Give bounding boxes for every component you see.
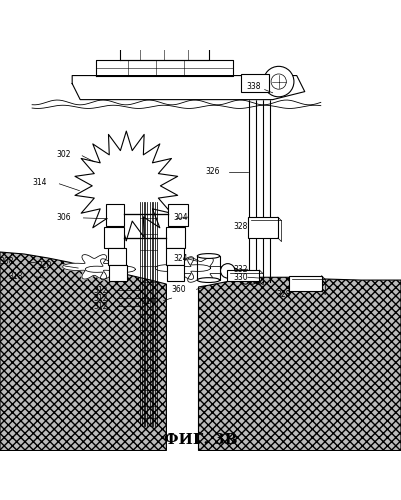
- Circle shape: [221, 264, 235, 278]
- Bar: [241, 74, 269, 92]
- Bar: [227, 270, 259, 281]
- Text: 318: 318: [9, 272, 23, 280]
- Bar: [108, 248, 126, 265]
- Text: 308: 308: [0, 256, 14, 266]
- Polygon shape: [198, 278, 401, 450]
- Polygon shape: [0, 252, 166, 450]
- Bar: [166, 248, 184, 265]
- Bar: [289, 276, 322, 291]
- Ellipse shape: [197, 278, 220, 282]
- Polygon shape: [75, 131, 178, 240]
- Polygon shape: [120, 48, 209, 60]
- Text: 304: 304: [173, 212, 188, 222]
- Text: 330: 330: [233, 273, 248, 282]
- Text: 306: 306: [57, 212, 71, 222]
- Polygon shape: [63, 254, 126, 279]
- Circle shape: [263, 66, 294, 97]
- Text: 328: 328: [233, 222, 248, 231]
- Bar: [197, 256, 220, 280]
- Text: 338: 338: [246, 82, 261, 91]
- Polygon shape: [85, 258, 136, 280]
- Text: 324: 324: [173, 254, 188, 264]
- Text: 360: 360: [172, 285, 186, 294]
- Bar: [104, 226, 124, 248]
- Bar: [166, 226, 185, 248]
- Text: 312: 312: [94, 302, 108, 310]
- Text: 312: 312: [94, 294, 108, 302]
- Text: 328: 328: [276, 290, 291, 300]
- Text: 326: 326: [205, 168, 220, 176]
- Polygon shape: [96, 60, 233, 76]
- Text: 314: 314: [33, 178, 47, 187]
- Text: 312: 312: [94, 286, 108, 294]
- Text: 302: 302: [57, 150, 71, 159]
- Text: ФИГ. 3В: ФИГ. 3В: [164, 434, 237, 448]
- Text: 310: 310: [141, 297, 156, 306]
- Bar: [167, 265, 184, 281]
- Polygon shape: [155, 256, 211, 280]
- Text: 332: 332: [233, 264, 248, 274]
- Polygon shape: [168, 258, 233, 282]
- Bar: [109, 265, 127, 281]
- Text: 320: 320: [38, 260, 52, 270]
- Bar: [248, 217, 278, 238]
- Polygon shape: [72, 76, 305, 100]
- Ellipse shape: [197, 254, 220, 258]
- Bar: [168, 204, 188, 226]
- Bar: [106, 204, 124, 226]
